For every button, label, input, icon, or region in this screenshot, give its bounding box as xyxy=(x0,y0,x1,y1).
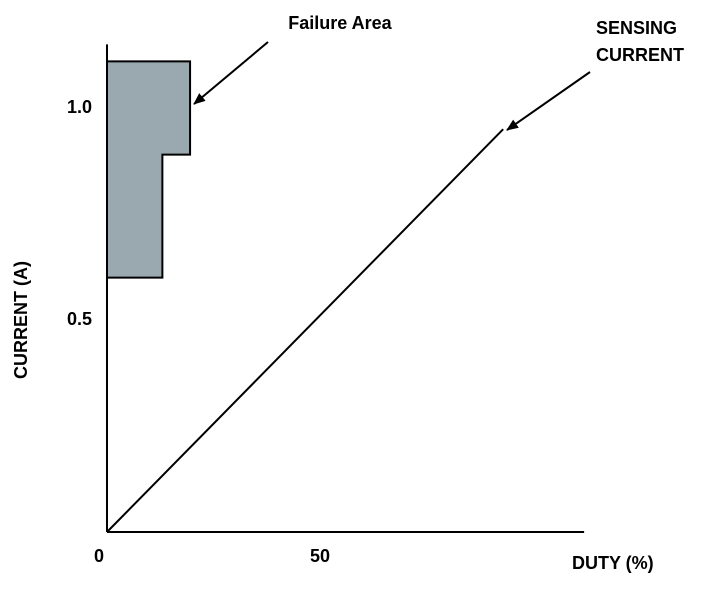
x-axis-label: DUTY (%) xyxy=(572,553,654,573)
annotation-arrow xyxy=(506,71,591,131)
y-axis-label: CURRENT (A) xyxy=(11,261,31,379)
failure-area xyxy=(106,60,192,279)
y-tick-label: 1.0 xyxy=(67,97,92,117)
region-label: Failure Area xyxy=(288,13,392,33)
x-tick-label: 0 xyxy=(94,546,104,566)
sensing-line xyxy=(106,128,504,533)
y-tick-label: 0.5 xyxy=(67,309,92,329)
series-label: CURRENT xyxy=(596,45,684,65)
series-label: SENSING xyxy=(596,18,677,38)
annotation-arrow xyxy=(193,41,269,105)
x-tick-label: 50 xyxy=(310,546,330,566)
